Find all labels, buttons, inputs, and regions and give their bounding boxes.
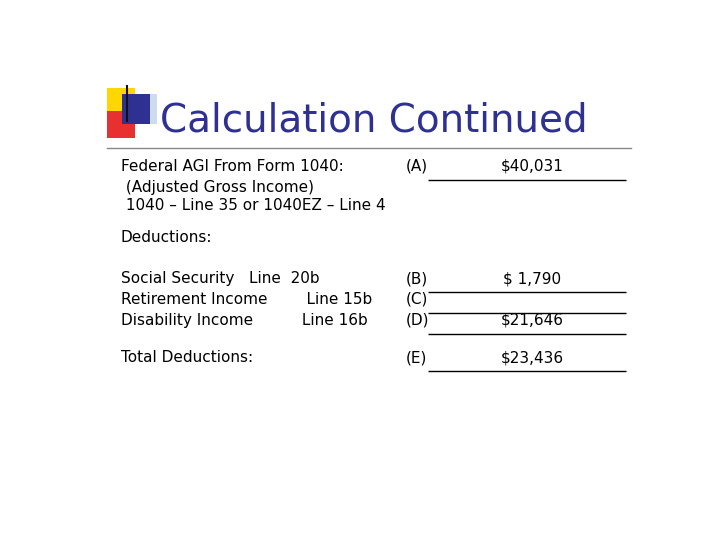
- FancyBboxPatch shape: [145, 94, 157, 124]
- Text: 1040 – Line 35 or 1040EZ – Line 4: 1040 – Line 35 or 1040EZ – Line 4: [121, 198, 385, 213]
- Text: Social Security   Line  20b: Social Security Line 20b: [121, 271, 319, 286]
- Text: Federal AGI From Form 1040:: Federal AGI From Form 1040:: [121, 159, 343, 174]
- Text: (Adjusted Gross Income): (Adjusted Gross Income): [121, 180, 314, 194]
- Text: $40,031: $40,031: [501, 159, 564, 174]
- FancyBboxPatch shape: [107, 111, 135, 138]
- Text: (E): (E): [405, 350, 427, 365]
- Text: (C): (C): [405, 292, 428, 307]
- Text: Deductions:: Deductions:: [121, 230, 212, 245]
- Text: (D): (D): [405, 313, 429, 328]
- Text: (A): (A): [405, 159, 428, 174]
- Text: $23,436: $23,436: [500, 350, 564, 365]
- Text: Calculation Continued: Calculation Continued: [160, 102, 588, 140]
- FancyBboxPatch shape: [107, 87, 135, 114]
- Text: Retirement Income        Line 15b: Retirement Income Line 15b: [121, 292, 372, 307]
- Text: (B): (B): [405, 271, 428, 286]
- Text: Total Deductions:: Total Deductions:: [121, 350, 253, 365]
- Text: $ 1,790: $ 1,790: [503, 271, 562, 286]
- FancyBboxPatch shape: [122, 94, 150, 124]
- Text: Disability Income          Line 16b: Disability Income Line 16b: [121, 313, 367, 328]
- Text: $21,646: $21,646: [500, 313, 564, 328]
